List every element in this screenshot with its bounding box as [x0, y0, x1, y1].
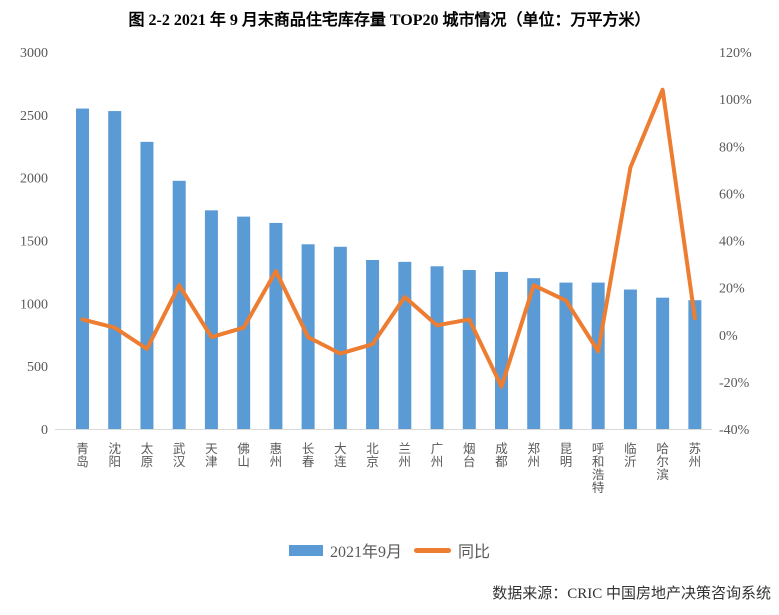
category-label-呼和浩特: 呼	[592, 442, 605, 456]
right-axis-tick-label: 40%	[719, 235, 745, 250]
right-axis-tick-label: -40%	[719, 423, 750, 438]
bar-大连	[333, 246, 347, 429]
category-label-北京: 京	[366, 455, 379, 469]
category-label-广州: 州	[431, 455, 444, 469]
line-series-swatch-icon	[414, 547, 451, 553]
category-label-昆明: 明	[560, 455, 573, 469]
category-label-哈尔滨: 滨	[656, 467, 669, 482]
left-axis-tick-label: 0	[41, 423, 48, 438]
bar-series-swatch-icon	[288, 544, 323, 556]
category-label-成都: 都	[495, 455, 508, 469]
bar-广州	[430, 266, 444, 429]
left-axis-tick-label: 2000	[20, 172, 48, 187]
line-series-label: 同比	[458, 544, 491, 561]
combo-bar-line-chart: 0 500 1000 1500 2000 2500 3000 -40% -20% 0% 20% 40%…	[20, 46, 752, 495]
bar-苏州	[688, 300, 702, 429]
category-label-苏州: 州	[689, 455, 702, 469]
left-axis-tick-label: 1000	[20, 297, 48, 312]
right-axis-tick-label: -20%	[719, 376, 750, 391]
bar-兰州	[398, 261, 412, 429]
category-label-昆明: 昆	[560, 442, 573, 456]
bar-佛山	[237, 216, 251, 429]
category-label-兰州: 兰	[399, 442, 412, 456]
right-axis-tick-label: 100%	[719, 93, 752, 108]
bar-烟台	[462, 270, 476, 429]
right-axis-tick-label: 120%	[719, 46, 752, 61]
category-label-惠州: 惠	[270, 442, 283, 456]
bar-成都	[494, 271, 508, 429]
right-axis-tick-label: 20%	[719, 282, 745, 297]
bar-临沂	[623, 289, 637, 429]
category-label-长春: 长	[302, 442, 315, 456]
category-label-沈阳: 阳	[108, 455, 121, 469]
bar-太原	[140, 141, 154, 429]
right-axis-tick-label: 0%	[719, 329, 738, 344]
category-label-大连: 连	[334, 454, 347, 469]
category-label-佛山: 山	[237, 455, 250, 469]
category-label-武汉: 汉	[173, 455, 186, 469]
legend: 2021年9月 同比	[0, 538, 779, 562]
bar-哈尔滨	[656, 297, 670, 429]
category-label-北京: 北	[366, 442, 379, 456]
bar-武汉	[172, 180, 186, 429]
bar-青岛	[76, 108, 89, 430]
category-label-哈尔滨: 尔	[656, 454, 669, 469]
category-label-烟台: 烟	[463, 442, 476, 456]
category-label-长春: 春	[302, 455, 315, 469]
category-label-呼和浩特: 和	[592, 455, 605, 469]
bar-天津	[204, 210, 218, 429]
left-axis-tick-label: 1500	[20, 235, 48, 250]
category-label-呼和浩特: 浩	[592, 468, 605, 482]
legend-item-bar-series: 2021年9月	[288, 538, 402, 562]
category-label-青岛: 岛	[76, 454, 89, 469]
category-label-临沂: 沂	[624, 455, 637, 469]
category-label-郑州: 郑	[527, 441, 540, 456]
category-label-成都: 成	[495, 442, 508, 456]
category-label-太原: 太	[141, 441, 154, 456]
chart-title: 图 2-2 2021 年 9 月末商品住宅库存量 TOP20 城市情况（单位：万…	[128, 12, 651, 29]
category-label-兰州: 州	[399, 455, 412, 469]
left-axis-tick-label: 3000	[20, 46, 48, 61]
category-label-哈尔滨: 哈	[656, 442, 669, 456]
category-label-青岛: 青	[76, 442, 89, 456]
category-label-佛山: 佛	[237, 442, 250, 456]
bar-郑州	[527, 278, 541, 429]
bar-昆明	[559, 282, 573, 429]
yoy-line	[80, 87, 697, 389]
bar-惠州	[269, 222, 283, 429]
category-label-烟台: 台	[463, 454, 476, 469]
category-label-武汉: 武	[173, 442, 186, 456]
category-label-惠州: 州	[270, 455, 283, 469]
right-axis-tick-label: 60%	[719, 187, 745, 202]
category-label-大连: 大	[334, 442, 347, 456]
category-label-天津: 天	[205, 442, 218, 456]
category-label-苏州: 苏	[689, 441, 702, 456]
left-axis-tick-label: 2500	[20, 109, 48, 124]
category-label-郑州: 州	[527, 455, 540, 469]
category-label-天津: 津	[205, 455, 218, 469]
data-source-note: 数据来源：CRIC 中国房地产决策咨询系统	[492, 586, 771, 602]
left-axis-tick-label: 500	[27, 360, 48, 375]
bar-series-label: 2021年9月	[329, 544, 402, 561]
right-axis-tick-label: 80%	[719, 140, 745, 155]
category-label-临沂: 临	[624, 442, 637, 456]
category-label-沈阳: 沈	[108, 441, 121, 456]
bar-呼和浩特	[591, 282, 605, 429]
category-label-呼和浩特: 特	[592, 480, 605, 495]
category-label-太原: 原	[141, 455, 154, 469]
legend-item-line-series: 同比	[414, 538, 490, 562]
category-label-广州: 广	[431, 442, 444, 456]
bar-沈阳	[108, 111, 122, 430]
